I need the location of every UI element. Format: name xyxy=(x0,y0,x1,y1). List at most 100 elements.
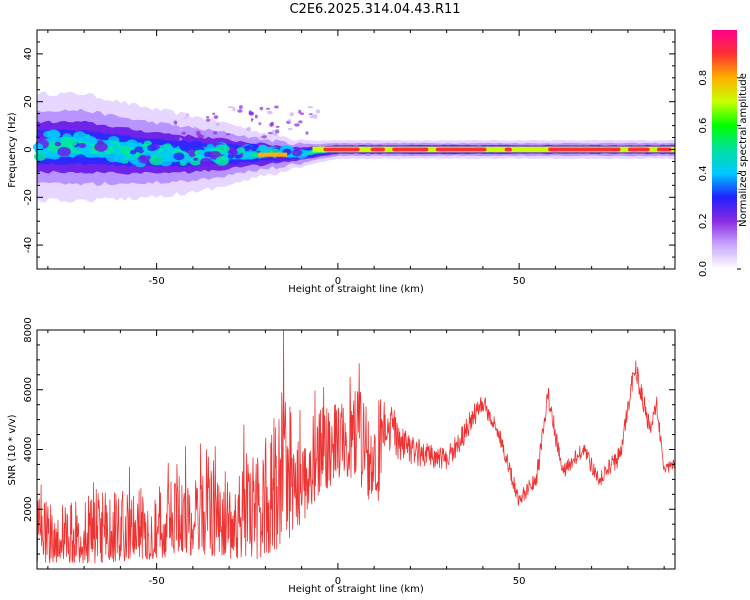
spectrogram-blob xyxy=(243,152,252,158)
spectrogram-blob xyxy=(43,130,53,138)
snr-xtick-label: -50 xyxy=(148,576,164,587)
spectrogram-blob xyxy=(54,141,62,147)
spectrogram-blob xyxy=(137,142,143,146)
spectrogram-core-band xyxy=(312,146,675,153)
spectrogram-blob xyxy=(173,152,185,161)
page-title: C2E6.2025.314.04.43.R11 xyxy=(289,2,461,17)
spectrogram-blob xyxy=(73,154,87,164)
colorbar-tick-label: 0.2 xyxy=(698,213,709,229)
spectrogram-speckle xyxy=(178,128,184,131)
spectrogram-speckle xyxy=(287,127,293,131)
spectrogram-speckle xyxy=(205,116,210,118)
spectrogram-speckle xyxy=(266,107,270,110)
spectrogram-speckle xyxy=(193,126,197,130)
spectrogram-ytick-label: 20 xyxy=(23,95,34,108)
spectrogram-blob xyxy=(113,153,127,163)
spectrogram-speckle xyxy=(254,114,258,119)
snr-xtick-label: 50 xyxy=(513,576,526,587)
spectrogram-speckle xyxy=(227,106,234,109)
spectrogram-speckle xyxy=(308,113,313,116)
spectrogram-speckle xyxy=(261,135,267,139)
spectrogram-blob xyxy=(138,154,152,164)
snr-ticks: -50 0 50 2000 4000 6000 8000 xyxy=(23,317,675,587)
colorbar-scale xyxy=(712,30,737,269)
colorbar-tick-label: 0.0 xyxy=(698,261,709,277)
spectrogram-blob xyxy=(200,157,213,167)
spectrogram-speckle xyxy=(231,137,234,141)
spectrogram-blob xyxy=(34,152,46,161)
snr-ytick-label: 8000 xyxy=(23,317,34,342)
spectrogram-hot-segment xyxy=(627,147,650,152)
spectrogram-speckle xyxy=(312,114,318,119)
colorbar-tick-label: 0.4 xyxy=(698,165,709,181)
spectrogram-blob xyxy=(249,151,259,158)
spectrogram-marks xyxy=(32,91,675,203)
spectrogram-speckle xyxy=(267,131,273,135)
spectrogram-blob xyxy=(172,144,178,148)
spectrogram-speckle xyxy=(307,106,314,109)
snr-ytick-label: 2000 xyxy=(23,497,34,522)
spectrogram-speckle xyxy=(270,121,275,127)
spectrogram-xtick-label: 0 xyxy=(335,276,341,287)
spectrogram-blob xyxy=(149,155,164,166)
spectrogram-blob xyxy=(291,149,303,157)
colorbar-ticks: 0.0 0.2 0.4 0.6 0.8 xyxy=(698,70,741,277)
spectrogram-blob xyxy=(235,154,242,159)
snr-ytick-label: 4000 xyxy=(23,437,34,462)
spectrogram-speckle xyxy=(246,126,251,132)
snr-xtick-label: 0 xyxy=(335,576,341,587)
spectrogram-speckle xyxy=(289,112,295,117)
spectrogram-speckle xyxy=(274,105,279,109)
spectrogram-ytick-label: 0 xyxy=(23,146,34,152)
spectrogram-blob xyxy=(200,147,205,151)
spectrogram-speckle xyxy=(239,105,243,110)
spectrogram-speckle xyxy=(267,110,273,115)
spectrogram-blob xyxy=(32,143,44,151)
spectrogram-blob xyxy=(64,137,78,147)
spectrogram-hot-segment xyxy=(548,147,621,152)
snr-ytick-label: 6000 xyxy=(23,377,34,402)
spectrogram-blob xyxy=(85,136,97,144)
spectrogram-speckle xyxy=(315,109,321,114)
colorbar-tick-label: 0.8 xyxy=(698,70,709,86)
spectrogram-speckle xyxy=(305,131,309,135)
spectrogram-speckle xyxy=(252,137,256,140)
spectrogram-speckle xyxy=(250,118,254,121)
spectrogram-speckle xyxy=(184,116,187,119)
spectrogram-speckle xyxy=(206,118,211,122)
spectrogram-blob xyxy=(189,140,204,151)
spectrogram-blob xyxy=(170,148,176,153)
spectrogram-speckle xyxy=(259,106,264,111)
spectrogram-blob xyxy=(57,146,71,157)
colorbar-tick-label: 0.6 xyxy=(698,118,709,134)
colorbar: 0.0 0.2 0.4 0.6 0.8 Normalized spectral ampl… xyxy=(698,30,749,277)
spectrogram-speckle xyxy=(248,111,254,116)
snr-marks xyxy=(36,329,676,564)
spectrogram-blob xyxy=(98,135,105,140)
spectrogram-blob xyxy=(143,151,150,157)
spectrogram-speckle xyxy=(179,137,183,141)
spectrogram-speckle xyxy=(212,112,216,116)
spectrogram-ylabel: Frequency (Hz) xyxy=(7,112,18,188)
spectrogram-speckle xyxy=(199,134,205,139)
spectrogram-blob xyxy=(230,159,237,165)
spectrogram-ticks: -50 0 50 -40 -20 0 20 40 xyxy=(23,30,675,287)
spectrogram-speckle xyxy=(185,113,190,117)
spectrogram-hot-segment xyxy=(435,147,487,152)
spectrogram-blob xyxy=(227,153,235,159)
spectrogram-speckle xyxy=(213,115,219,120)
spectrogram-speckle xyxy=(294,123,300,127)
spectrogram-blob xyxy=(142,146,148,151)
spectrogram-speckle xyxy=(300,112,304,115)
spectrogram-blob xyxy=(206,143,215,150)
spectrogram-speckle xyxy=(271,129,275,134)
spectrogram-speckle xyxy=(288,118,291,123)
spectrogram-speckle xyxy=(232,107,236,112)
spectrogram-blob xyxy=(236,147,246,153)
snr-ylabel: SNR (10 * v/v) xyxy=(7,414,18,485)
spectrogram-blob xyxy=(284,149,290,154)
spectrogram-speckle xyxy=(309,115,314,118)
spectrogram-blob xyxy=(179,160,187,166)
spectrogram-ytick-label: -20 xyxy=(23,189,34,205)
